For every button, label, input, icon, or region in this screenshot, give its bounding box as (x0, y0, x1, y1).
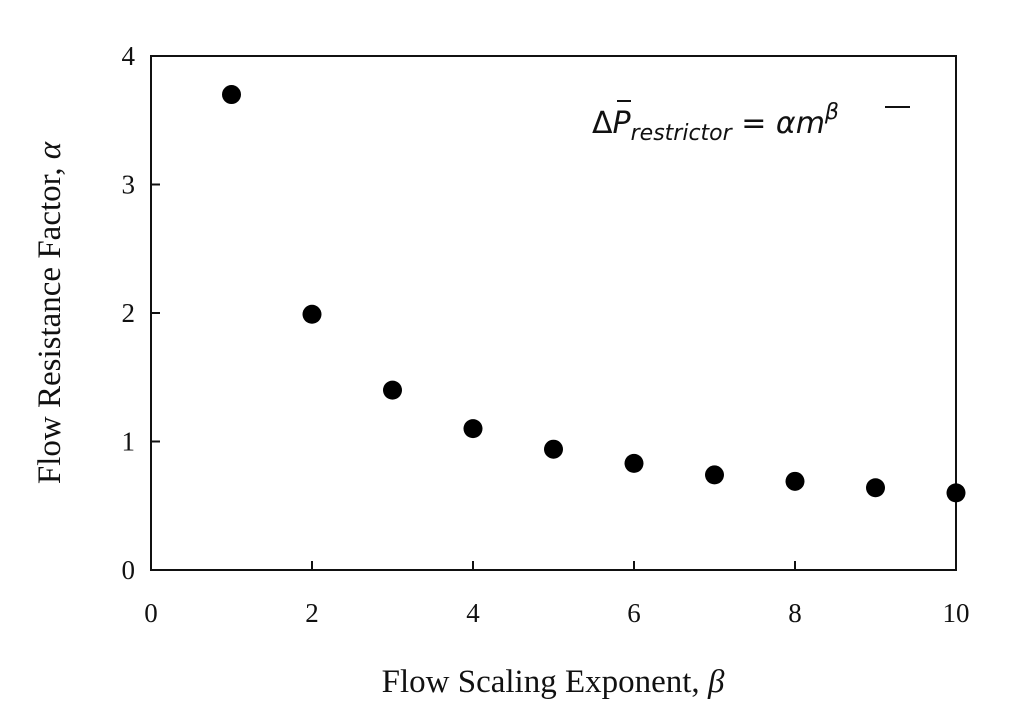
x-tick-label: 4 (466, 598, 480, 628)
data-point (383, 380, 402, 400)
data-point (705, 465, 724, 485)
y-tick-label: 3 (122, 170, 136, 200)
y-tick-label: 1 (122, 427, 136, 457)
data-point (624, 453, 644, 473)
equation-m: m (796, 106, 825, 141)
y-tick-label: 2 (122, 298, 136, 328)
equation-delta: Δ (592, 106, 613, 141)
data-point (463, 419, 483, 439)
equation-subscript: restrictor (631, 121, 734, 146)
x-tick-label: 6 (627, 598, 641, 628)
data-point (866, 478, 885, 498)
equation-beta: β (824, 100, 839, 125)
data-point (785, 471, 805, 491)
x-axis-title: Flow Scaling Exponent, β (382, 664, 725, 700)
plot-frame (150, 55, 957, 571)
y-axis-title: Flow Resistance Factor, α (32, 141, 68, 484)
x-tick-label: 10 (943, 598, 970, 628)
equation-p: P (613, 106, 632, 141)
x-tick-label: 0 (144, 598, 158, 628)
x-tick-label: 2 (305, 598, 319, 628)
y-tick-label: 4 (122, 41, 136, 71)
x-ticks: 0 2 4 6 8 10 (144, 561, 970, 628)
equation-annotation: ΔPrestrictor = αmβ (592, 100, 910, 146)
equation-equals: = (732, 106, 776, 141)
x-tick-label: 8 (788, 598, 802, 628)
y-ticks: 0 1 2 3 4 (122, 41, 160, 585)
equation-alpha: α (776, 106, 796, 141)
svg-text:ΔPrestrictor = αmβ: ΔPrestrictor = αmβ (592, 100, 839, 146)
data-point (222, 85, 241, 105)
data-points (222, 85, 966, 503)
data-point (946, 483, 966, 503)
data-point (544, 439, 563, 459)
y-tick-label: 0 (122, 555, 136, 585)
data-point (302, 304, 322, 324)
